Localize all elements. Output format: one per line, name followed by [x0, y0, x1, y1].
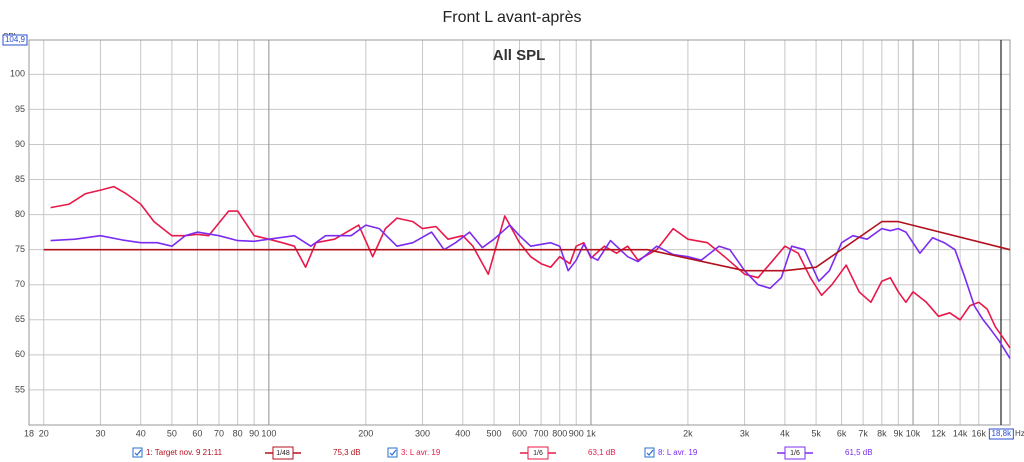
- x-tick-label: 70: [214, 428, 224, 438]
- smoothing-box: [527, 446, 549, 460]
- x-tick-label: 20: [39, 428, 49, 438]
- x-tick-label: 60: [192, 428, 202, 438]
- y-tick-label: 55: [15, 384, 25, 394]
- chart-title: Front L avant-après: [442, 9, 581, 26]
- x-tick-label: 5k: [811, 428, 821, 438]
- x-tick-label: 8k: [877, 428, 887, 438]
- smoothing-label: 1/48: [276, 450, 290, 457]
- x-tick-label: 400: [455, 428, 470, 438]
- y-tick-label: 80: [15, 209, 25, 219]
- y-tick-label: 85: [15, 174, 25, 184]
- smoothing-label: 1/6: [790, 450, 800, 457]
- x-tick-label: 7k: [858, 428, 868, 438]
- x-tick-label: 30: [95, 428, 105, 438]
- legend-label: 1: Target nov. 9 21:11: [146, 448, 223, 457]
- x-unit: Hz: [1015, 429, 1024, 438]
- x-tick-label: 10k: [906, 428, 921, 438]
- x-tick-label: 300: [415, 428, 430, 438]
- x-tick-label: 2k: [683, 428, 693, 438]
- chart-subtitle: All SPL: [493, 47, 546, 64]
- x-tick-label: 12k: [931, 428, 946, 438]
- legend-label: 3: L avr. 19: [401, 448, 441, 457]
- legend-checkbox[interactable]: [132, 447, 143, 458]
- x-tick-label: 600: [512, 428, 527, 438]
- cursor-box: [988, 428, 1014, 440]
- y-tick-label: 95: [15, 104, 25, 114]
- checkmark: [389, 449, 397, 456]
- smoothing-label: 1/6: [533, 450, 543, 457]
- legend-checkbox[interactable]: [644, 447, 655, 458]
- x-tick-label: 6k: [837, 428, 847, 438]
- x-tick-label: 40: [136, 428, 146, 438]
- y-top-box: [2, 34, 28, 46]
- y-tick-label: 90: [15, 139, 25, 149]
- series-line: [43, 220, 1011, 272]
- legend-label: 8: L avr. 19: [658, 448, 698, 457]
- smoothing-box: [272, 446, 294, 460]
- x-tick-label: 80: [233, 428, 243, 438]
- series-line: [50, 224, 1011, 359]
- x-tick-label: 90: [249, 428, 259, 438]
- x-tick-label: 9k: [894, 428, 904, 438]
- x-tick-label: 700: [534, 428, 549, 438]
- x-tick-label: 4k: [780, 428, 790, 438]
- y-tick-label: 100: [10, 69, 25, 79]
- checkmark: [134, 449, 142, 456]
- legend-level: 75,3 dB: [333, 448, 361, 457]
- x-tick-label: 18,8k: [992, 429, 1013, 438]
- x-tick-label: 50: [167, 428, 177, 438]
- x-tick-label: 500: [486, 428, 501, 438]
- checkmark: [646, 449, 654, 456]
- x-tick-label: 16k: [972, 428, 987, 438]
- legend-level: 63,1 dB: [588, 448, 616, 457]
- legend-level: 61,5 dB: [845, 448, 873, 457]
- x-tick-label: 14k: [953, 428, 968, 438]
- x-tick-label: 3k: [740, 428, 750, 438]
- series-line: [50, 185, 1011, 349]
- smoothing-box: [784, 446, 806, 460]
- plot-frame: [28, 39, 1011, 426]
- x-tick-label: 900: [569, 428, 584, 438]
- legend: 1: Target nov. 9 21:11 1/48 75,3 dB 3: L av…: [132, 446, 873, 460]
- y-tick-label: 70: [15, 279, 25, 289]
- y-tick-label: 104,9: [5, 35, 26, 44]
- x-tick-label: 100: [261, 428, 276, 438]
- x-tick-label: 1k: [586, 428, 596, 438]
- legend-checkbox[interactable]: [387, 447, 398, 458]
- y-tick-label: 75: [15, 244, 25, 254]
- y-tick-label: 65: [15, 314, 25, 324]
- y-tick-label: 60: [15, 349, 25, 359]
- x-tick-label: 18: [24, 428, 34, 438]
- x-tick-label: 200: [358, 428, 373, 438]
- x-tick-label: 800: [552, 428, 567, 438]
